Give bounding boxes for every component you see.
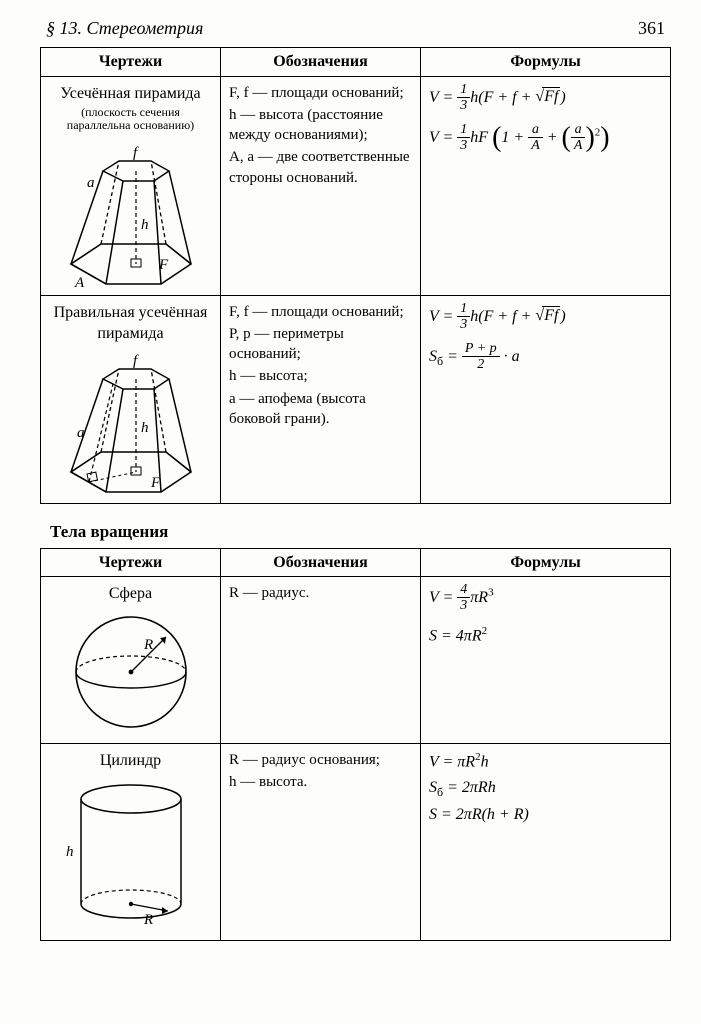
formula: Sб = 2πRh	[429, 777, 662, 800]
table-row: Правильная усечённая пирамида	[41, 295, 671, 503]
stereometry-table-2: Чертежи Обозначения Формулы Сфера R R — …	[40, 548, 671, 941]
page-header: § 13. Стереометрия 361	[40, 18, 671, 39]
formula: V = 13hF (1 + aA + (aA)2)	[429, 123, 662, 153]
table-row: Сфера R R — радиус. V = 43πR3	[41, 577, 671, 744]
svg-text:F: F	[158, 257, 169, 273]
page: § 13. Стереометрия 361 Чертежи Обозначен…	[0, 0, 701, 1024]
formula: Sб = P + p2 · a	[429, 342, 662, 372]
drawing-cell: Сфера R	[41, 577, 221, 744]
svg-text:h: h	[141, 420, 149, 436]
notation-line: P, p — периметры оснований;	[229, 324, 412, 365]
svg-text:f: f	[133, 353, 139, 369]
notation-line: R — радиус.	[229, 583, 412, 603]
formula: V = 13h(F + f + √Ff)	[429, 302, 662, 332]
notation-cell: R — радиус.	[221, 577, 421, 744]
svg-text:R: R	[143, 637, 153, 653]
svg-text:R: R	[143, 912, 153, 928]
table-row: Цилиндр h R R — радиус основания; h — вы…	[41, 743, 671, 940]
shape-title: Сфера	[49, 583, 212, 605]
col-header-drawings: Чертежи	[41, 548, 221, 577]
notation-cell: F, f — площади оснований; P, p — перимет…	[221, 295, 421, 503]
formula-cell: V = 13h(F + f + √Ff) Sб = P + p2 · a	[421, 295, 671, 503]
table-header-row: Чертежи Обозначения Формулы	[41, 548, 671, 577]
formula: S = 4πR2	[429, 624, 662, 647]
formula-cell: V = 43πR3 S = 4πR2	[421, 577, 671, 744]
col-header-formulas: Формулы	[421, 48, 671, 77]
stereometry-table-1: Чертежи Обозначения Формулы Усечённая пи…	[40, 47, 671, 504]
drawing-cell: Цилиндр h R	[41, 743, 221, 940]
section-label: § 13. Стереометрия	[46, 18, 203, 39]
formula: V = 13h(F + f + √Ff)	[429, 83, 662, 113]
table-row: Усечённая пирамида (плоскость сечения па…	[41, 76, 671, 295]
notation-line: A, a — две соответственные стороны основ…	[229, 147, 412, 188]
col-header-notation: Обозначения	[221, 48, 421, 77]
shape-title: Правильная усечённая пирамида	[49, 302, 212, 345]
table-header-row: Чертежи Обозначения Формулы	[41, 48, 671, 77]
notation-line: F, f — площади оснований;	[229, 302, 412, 322]
sphere-icon: R	[56, 607, 206, 737]
col-header-formulas: Формулы	[421, 548, 671, 577]
formula-cell: V = 13h(F + f + √Ff) V = 13hF (1 + aA + …	[421, 76, 671, 295]
drawing-cell: Правильная усечённая пирамида	[41, 295, 221, 503]
shape-title: Усечённая пирамида	[49, 83, 212, 105]
notation-line: h — высота;	[229, 366, 412, 386]
formula: S = 2πR(h + R)	[429, 804, 662, 826]
svg-text:A: A	[74, 275, 85, 289]
notation-line: h — высота.	[229, 772, 412, 792]
svg-text:h: h	[66, 844, 74, 860]
notation-line: F, f — площади оснований;	[229, 83, 412, 103]
col-header-notation: Обозначения	[221, 548, 421, 577]
regular-frustum-pyramid-icon: a f h F	[51, 347, 211, 497]
section-title: Тела вращения	[50, 522, 671, 542]
frustum-pyramid-icon: a f h A F	[51, 139, 211, 289]
svg-text:a: a	[77, 425, 85, 441]
cylinder-icon: h R	[56, 774, 206, 934]
svg-text:f: f	[133, 145, 139, 161]
formula: V = πR2h	[429, 750, 662, 773]
notation-cell: R — радиус основания; h — высота.	[221, 743, 421, 940]
shape-title: Цилиндр	[49, 750, 212, 772]
notation-line: a — апофема (высота боковой грани).	[229, 389, 412, 430]
formula-cell: V = πR2h Sб = 2πRh S = 2πR(h + R)	[421, 743, 671, 940]
shape-subtitle: (плоскость сечения параллельна основанию…	[49, 106, 212, 132]
drawing-cell: Усечённая пирамида (плоскость сечения па…	[41, 76, 221, 295]
svg-text:a: a	[87, 175, 95, 191]
notation-cell: F, f — площади оснований; h — высота (ра…	[221, 76, 421, 295]
svg-text:h: h	[141, 217, 149, 233]
col-header-drawings: Чертежи	[41, 48, 221, 77]
page-number: 361	[638, 18, 665, 39]
svg-text:F: F	[150, 475, 161, 491]
notation-line: R — радиус основания;	[229, 750, 412, 770]
notation-line: h — высота (расстояние между основаниями…	[229, 105, 412, 146]
formula: V = 43πR3	[429, 583, 662, 613]
